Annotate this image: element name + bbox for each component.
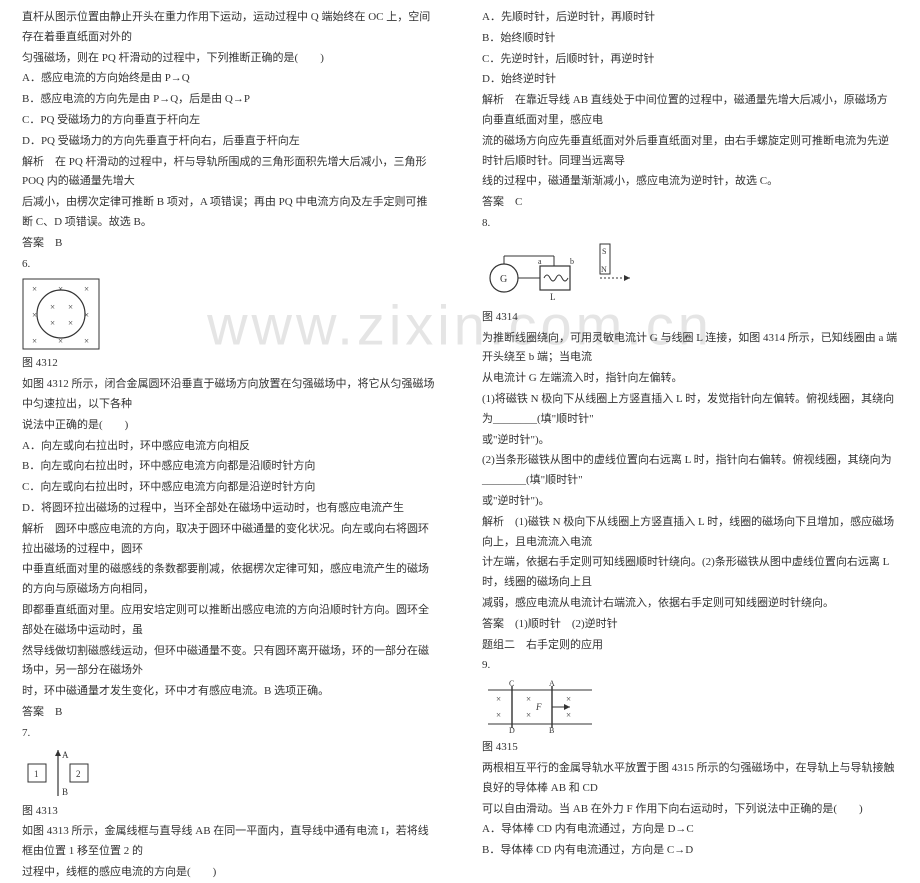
text-line: 说法中正确的是( ) (22, 416, 438, 436)
analysis-line: 时，环中磁通量才发生变化，环中才有感应电流。B 选项正确。 (22, 682, 438, 702)
right-column: A．先顺时针，后逆时针，再顺时针 B．始终顺时针 C．先逆时针，后顺时针，再逆时… (460, 0, 920, 651)
svg-text:×: × (566, 694, 571, 704)
svg-text:×: × (496, 694, 501, 704)
svg-text:b: b (570, 257, 574, 266)
option-a: A．感应电流的方向始终是由 P→Q (22, 69, 438, 89)
svg-text:×: × (84, 336, 89, 346)
option-b: B．向左或向右拉出时，环中感应电流方向都是沿顺时针方向 (22, 457, 438, 477)
analysis-line: 解析 在 PQ 杆滑动的过程中，杆与导轨所围成的三角形面积先增大后减小，三角形 … (22, 153, 438, 193)
left-column: 直杆从图示位置由静止开头在重力作用下运动，运动过程中 Q 端始终在 OC 上，空… (0, 0, 460, 651)
svg-text:×: × (68, 318, 73, 328)
figure-label: 图 4­3­14 (482, 308, 898, 328)
answer-line: 答案 B (22, 703, 438, 723)
analysis-line: 计左端，依据右手定则可知线圈顺时针绕向。(2)条形磁铁从图中虚线位置向右远离 L… (482, 553, 898, 593)
svg-text:F: F (535, 702, 542, 712)
svg-text:×: × (32, 336, 37, 346)
figure-4313: A B 1 2 (22, 748, 112, 798)
figure-4314: G L a b S N (482, 238, 652, 304)
group-heading: 题组二 右手定则的应用 (482, 636, 898, 656)
svg-text:B: B (62, 787, 68, 797)
figure-4315: × × × × × × F C A D B (482, 680, 602, 734)
svg-text:×: × (50, 302, 55, 312)
svg-text:A: A (62, 750, 69, 760)
svg-text:×: × (50, 318, 55, 328)
analysis-line: 解析 (1)磁铁 N 极向下从线圈上方竖直插入 L 时，线圈的磁场向下且增加，感… (482, 513, 898, 553)
text-line: 或"逆时针")。 (482, 492, 898, 512)
svg-text:×: × (58, 336, 63, 346)
answer-line: 答案 (1)顺时针 (2)逆时针 (482, 615, 898, 635)
figure-label: 图 4­3­12 (22, 354, 438, 374)
analysis-line: 解析 圆环中感应电流的方向，取决于圆环中磁通量的变化状况。向左或向右将圆环拉出磁… (22, 520, 438, 560)
question-number: 8. (482, 214, 898, 234)
analysis-line: 线的过程中，磁通量渐渐减小，感应电流为逆时针，故选 C。 (482, 172, 898, 192)
option-d: D．PQ 受磁场力的方向先垂直于杆向右，后垂直于杆向左 (22, 132, 438, 152)
text-line: 匀强磁场，则在 PQ 杆滑动的过程中，下列推断正确的是( ) (22, 49, 438, 69)
answer-line: 答案 C (482, 193, 898, 213)
svg-text:×: × (68, 302, 73, 312)
figure-4312: × × × × × × × × × × × × (22, 278, 100, 350)
svg-text:A: A (549, 680, 555, 688)
svg-text:L: L (550, 292, 556, 302)
text-line: 如图 4­3­12 所示，闭合金属圆环沿垂直于磁场方向放置在匀强磁场中，将它从匀… (22, 375, 438, 415)
text-line: 直杆从图示位置由静止开头在重力作用下运动，运动过程中 Q 端始终在 OC 上，空… (22, 8, 438, 48)
svg-text:×: × (84, 310, 89, 320)
figure-label: 图 4­3­15 (482, 738, 898, 758)
text-line: 为推断线圈绕向，可用灵敏电流计 G 与线圈 L 连接，如图 4­3­14 所示，… (482, 329, 898, 369)
option-b: B．感应电流的方向先是由 P→Q，后是由 Q→P (22, 90, 438, 110)
question-number: 7. (22, 724, 438, 744)
text-line: 或"逆时针")。 (482, 431, 898, 451)
analysis-line: 流的磁场方向应先垂直纸面对外后垂直纸面对里，由右手螺旋定则可推断电流为先逆时针后… (482, 132, 898, 172)
analysis-line: 中垂直纸面对里的磁感线的条数都要削减，依据楞次定律可知，感应电流产生的磁场的方向… (22, 560, 438, 600)
text-line: 过程中，线框的感应电流的方向是( ) (22, 863, 438, 883)
analysis-line: 即都垂直纸面对里。应用安培定则可以推断出感应电流的方向沿顺时针方向。圆环全部处在… (22, 601, 438, 641)
option-a: A．导体棒 CD 内有电流通过，方向是 D→C (482, 820, 898, 840)
option-d: D．始终逆时针 (482, 70, 898, 90)
svg-text:×: × (526, 710, 531, 720)
svg-text:2: 2 (76, 769, 81, 779)
option-c: C．先逆时针，后顺时针，再逆时针 (482, 50, 898, 70)
option-c: C．PQ 受磁场力的方向垂直于杆向左 (22, 111, 438, 131)
svg-text:1: 1 (34, 769, 39, 779)
text-line: (2)当条形磁铁从图中的虚线位置向右远离 L 时，指针向右偏转。俯视线圈，其绕向… (482, 451, 898, 491)
page: 直杆从图示位置由静止开头在重力作用下运动，运动过程中 Q 端始终在 OC 上，空… (0, 0, 920, 651)
analysis-line: 减弱，感应电流从电流计右端流入，依据右手定则可知线圈逆时针绕向。 (482, 594, 898, 614)
svg-text:B: B (549, 726, 554, 734)
option-d: D．将圆环拉出磁场的过程中，当环全部处在磁场中运动时，也有感应电流产生 (22, 499, 438, 519)
svg-text:G: G (500, 274, 507, 285)
question-number: 6. (22, 255, 438, 275)
text-line: 可以自由滑动。当 AB 在外力 F 作用下向右运动时，下列说法中正确的是( ) (482, 800, 898, 820)
question-number: 9. (482, 656, 898, 676)
svg-text:N: N (601, 265, 607, 274)
option-a: A．先顺时针，后逆时针，再顺时针 (482, 8, 898, 28)
svg-text:×: × (496, 710, 501, 720)
svg-text:×: × (32, 310, 37, 320)
option-b: B．始终顺时针 (482, 29, 898, 49)
svg-text:×: × (58, 284, 63, 294)
svg-text:a: a (538, 257, 542, 266)
analysis-line: 后减小，由楞次定律可推断 B 项对，A 项错误；再由 PQ 中电流方向及左手定则… (22, 193, 438, 233)
svg-text:×: × (32, 284, 37, 294)
analysis-line: 然导线做切割磁感线运动，但环中磁通量不变。只有圆环离开磁场，环的一部分在磁场中，… (22, 642, 438, 682)
svg-text:×: × (84, 284, 89, 294)
svg-text:D: D (509, 726, 515, 734)
svg-text:×: × (526, 694, 531, 704)
text-line: (1)将磁铁 N 极向下从线圈上方竖直插入 L 时，发觉指针向左偏转。俯视线圈，… (482, 390, 898, 430)
analysis-line: 解析 在靠近导线 AB 直线处于中间位置的过程中，磁通量先增大后减小，原磁场方向… (482, 91, 898, 131)
option-c: C．向左或向右拉出时，环中感应电流方向都是沿逆时针方向 (22, 478, 438, 498)
svg-text:S: S (602, 247, 606, 256)
text-line: 两根相互平行的金属导轨水平放置于图 4­3­15 所示的匀强磁场中，在导轨上与导… (482, 759, 898, 799)
figure-label: 图 4­3­13 (22, 802, 438, 822)
option-b: B．导体棒 CD 内有电流通过，方向是 C→D (482, 841, 898, 861)
answer-line: 答案 B (22, 234, 438, 254)
option-a: A．向左或向右拉出时，环中感应电流方向相反 (22, 437, 438, 457)
svg-text:C: C (509, 680, 514, 688)
svg-text:×: × (566, 710, 571, 720)
text-line: 从电流计 G 左端流入时，指针向左偏转。 (482, 369, 898, 389)
text-line: 如图 4­3­13 所示，金属线框与直导线 AB 在同一平面内，直导线中通有电流… (22, 822, 438, 862)
